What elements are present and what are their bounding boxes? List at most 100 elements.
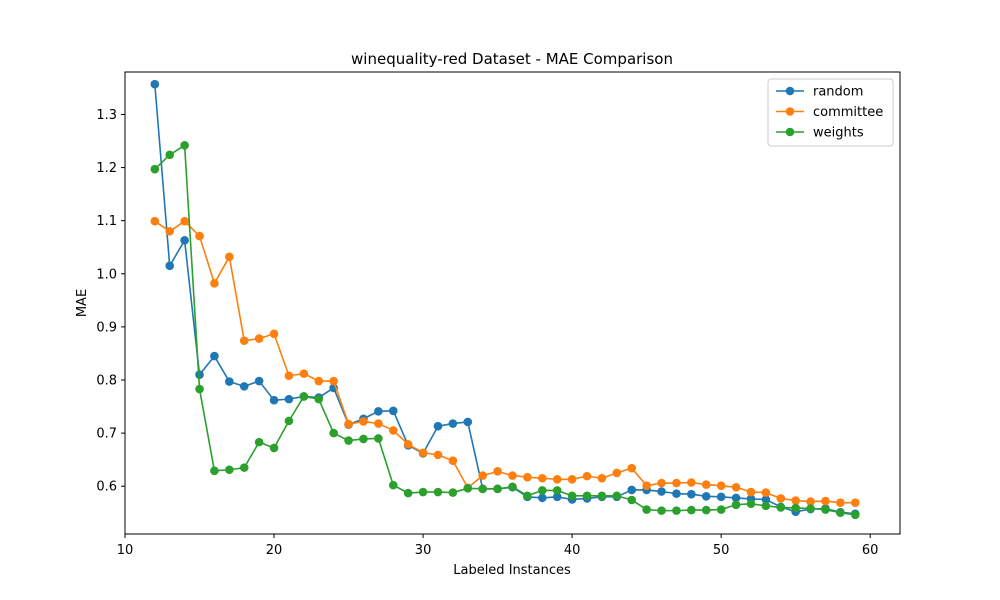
data-point-weights [627,495,637,505]
data-point-weights [836,508,845,518]
data-point-weights [716,505,726,514]
data-point-weights [776,503,786,512]
data-point-random [552,492,562,502]
data-point-committee [284,371,294,381]
y-tick-label: 1.2 [96,161,117,176]
y-axis-label: MAE [75,289,90,317]
legend-marker-committee [785,107,795,116]
series-weights [150,140,860,520]
data-point-committee [344,419,353,429]
data-point-committee [433,450,443,460]
data-point-committee [538,473,547,483]
data-point-weights [687,505,696,515]
data-point-weights [329,428,338,438]
data-point-random [225,377,234,386]
data-point-weights [850,510,860,520]
data-point-random [672,489,681,498]
data-point-weights [448,488,458,497]
y-tick-label: 0.6 [96,480,117,495]
data-point-weights [597,491,607,501]
data-point-committee [761,488,771,497]
data-point-weights [478,484,487,494]
data-point-weights [239,463,249,472]
legend: random committee weights [767,78,894,147]
data-point-weights [269,443,279,453]
chart-title: winequality-red Dataset - MAE Comparison [351,50,673,68]
data-point-weights [299,392,309,401]
x-tick-label: 60 [862,543,879,558]
data-point-committee [254,334,264,343]
x-tick-label: 20 [266,543,283,558]
data-point-random [657,487,666,496]
data-point-weights [582,491,592,501]
data-point-committee [195,231,204,241]
data-point-random [269,395,279,405]
data-point-random [701,492,711,501]
data-point-weights [806,504,815,513]
y-tick-label: 0.8 [96,374,117,389]
data-point-committee [657,478,666,488]
data-point-committee [687,478,696,487]
y-axis: 0.6 0.7 0.8 0.9 1.0 1.1 1.2 1.3 [96,108,125,495]
data-point-committee [314,376,324,386]
data-point-random [374,407,383,416]
data-point-random [433,421,443,431]
data-point-weights [225,465,234,475]
data-point-random [150,79,160,89]
data-point-weights [672,506,681,515]
data-point-weights [642,505,651,514]
data-point-committee [374,419,383,428]
data-point-random [165,261,175,271]
data-point-weights [195,384,204,394]
data-point-weights [344,436,353,445]
data-point-weights [403,488,413,498]
data-point-weights [463,484,473,493]
data-point-weights [523,491,532,501]
data-point-weights [567,491,577,501]
data-point-weights [359,434,368,444]
data-point-weights [731,500,741,510]
y-tick-label: 0.9 [96,320,117,335]
legend-marker-weights [785,127,795,137]
data-point-weights [210,466,219,476]
x-tick-label: 50 [713,543,730,558]
data-point-committee [269,329,279,339]
data-point-committee [701,480,711,489]
data-point-random [731,493,741,503]
data-point-weights [180,140,189,150]
data-point-committee [731,482,741,492]
y-tick-label: 1.3 [96,108,117,123]
data-point-weights [508,482,517,492]
data-point-weights [388,480,398,490]
legend-marker-random [785,86,795,96]
data-point-committee [582,471,592,481]
x-axis: 10 20 30 40 50 60 [117,534,879,558]
data-point-committee [567,475,577,484]
data-point-weights [284,416,294,426]
data-point-committee [821,496,830,506]
data-point-weights [493,484,502,494]
data-point-weights [791,503,800,513]
data-point-committee [403,439,413,449]
data-point-weights [821,505,830,514]
data-point-committee [672,478,681,488]
data-point-committee [612,468,622,478]
data-point-committee [642,481,651,490]
data-point-weights [612,491,622,501]
data-point-committee [493,467,502,476]
data-point-weights [538,486,547,495]
data-point-committee [359,417,368,426]
data-point-random [761,495,771,504]
legend-label-random: random [813,85,863,100]
data-point-committee [418,448,428,458]
data-point-committee [850,498,860,507]
data-point-random [627,485,637,495]
data-point-committee [552,475,562,484]
data-point-committee [776,494,786,503]
data-point-committee [299,369,309,378]
data-point-committee [329,376,338,386]
y-tick-label: 1.0 [96,267,117,282]
x-axis-label: Labeled Instances [453,563,571,578]
data-point-weights [374,434,383,443]
plot-area [124,71,901,535]
